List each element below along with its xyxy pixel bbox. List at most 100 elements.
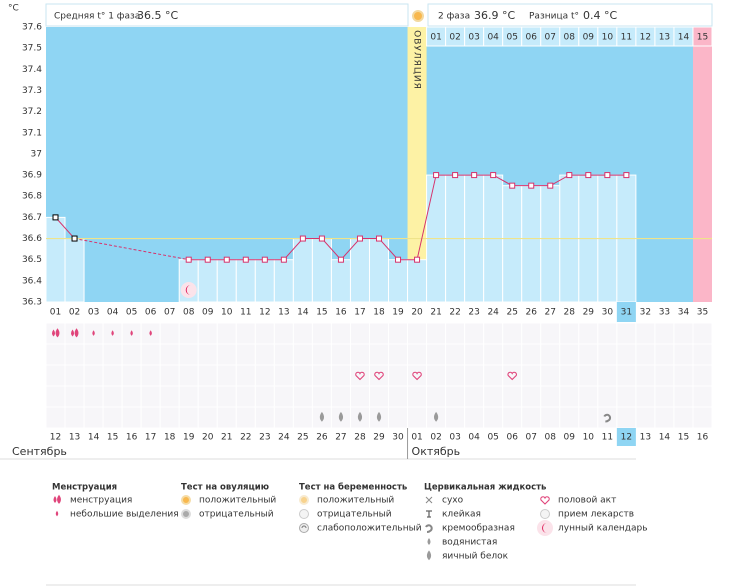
bar xyxy=(330,259,351,303)
day-label: 34 xyxy=(678,308,690,318)
bar xyxy=(273,259,294,303)
symbol-cell xyxy=(292,385,313,408)
symbol-cell xyxy=(597,343,618,366)
symbol-cell xyxy=(292,406,313,429)
day-label: 06 xyxy=(145,308,157,318)
symbol-cell xyxy=(235,406,256,429)
sun xyxy=(299,495,309,505)
drop xyxy=(55,328,60,338)
date-label: 15 xyxy=(107,433,118,443)
date-label: 09 xyxy=(564,433,576,443)
legend-label: менструация xyxy=(70,496,132,506)
date-label: 11 xyxy=(602,433,613,443)
date-label: 04 xyxy=(468,433,480,443)
phase1-box xyxy=(45,3,409,27)
date-label: 29 xyxy=(373,433,385,443)
swirl xyxy=(301,525,307,529)
symbol-cell xyxy=(616,385,637,408)
symbol-cell xyxy=(616,364,637,387)
symbol-cell xyxy=(692,364,713,387)
day-label: 01 xyxy=(50,308,61,318)
bar xyxy=(521,185,542,303)
symbol-cell xyxy=(140,343,161,366)
symbol-cell xyxy=(330,364,351,387)
gap-connector xyxy=(74,238,189,261)
symbol-cell xyxy=(64,385,85,408)
symbol-cell xyxy=(654,364,675,387)
day-label: 14 xyxy=(297,308,309,318)
symbol-cell xyxy=(407,364,428,387)
symbol-cell xyxy=(635,385,656,408)
point xyxy=(528,182,535,189)
day-label: 27 xyxy=(545,308,556,318)
symbol-cell xyxy=(673,385,694,408)
drop xyxy=(338,411,344,422)
day-label: 08 xyxy=(183,308,195,318)
icon-drop-grey xyxy=(433,411,439,422)
phase2-day: 09 xyxy=(583,33,595,43)
symbol-cell xyxy=(426,322,447,345)
legend-title: Тест на беременность xyxy=(299,482,407,493)
day-label: 15 xyxy=(316,308,327,318)
symbol-cell xyxy=(464,343,485,366)
bar xyxy=(45,216,66,303)
day-label: 22 xyxy=(449,308,460,318)
day-label: 10 xyxy=(221,308,233,318)
drop xyxy=(92,330,95,336)
symbol-cell xyxy=(578,322,599,345)
symbol-cell xyxy=(521,406,542,429)
symbol-cell xyxy=(197,406,218,429)
month-label: Октябрь xyxy=(412,445,461,458)
date-label: 13 xyxy=(69,433,80,443)
symbol-cell xyxy=(235,385,256,408)
symbol-cell xyxy=(692,406,713,429)
symbol-cell xyxy=(197,364,218,387)
sun xyxy=(181,495,191,505)
date-label: 16 xyxy=(126,433,138,443)
y-tick-label: 36.5 xyxy=(22,255,42,265)
symbol-cell xyxy=(254,385,275,408)
swirl xyxy=(603,413,612,423)
symbol-cell xyxy=(635,343,656,366)
symbol-cell xyxy=(654,385,675,408)
date-label: 13 xyxy=(640,433,651,443)
drop xyxy=(71,329,75,337)
date-label: 12 xyxy=(50,433,61,443)
day-label: 21 xyxy=(430,308,441,318)
heart xyxy=(412,371,422,381)
ovulation-column xyxy=(407,27,427,302)
date-label: 06 xyxy=(506,433,518,443)
day-label: 07 xyxy=(164,308,175,318)
drop xyxy=(433,411,439,422)
point xyxy=(471,172,478,179)
date-label: 21 xyxy=(221,433,232,443)
symbol-cell xyxy=(292,364,313,387)
symbol-cell xyxy=(578,385,599,408)
y-tick-label: 36.9 xyxy=(22,171,42,181)
phase1-label: Средняя t° 1 фаза xyxy=(54,12,140,22)
symbol-cell xyxy=(388,343,409,366)
legend-label: отрицательный xyxy=(199,510,274,520)
legend-label: яичный белок xyxy=(442,552,509,562)
bar xyxy=(216,259,237,303)
phase2-value: 36.9 °C xyxy=(474,9,515,22)
date-label: 18 xyxy=(164,433,176,443)
date-label: 25 xyxy=(297,433,308,443)
legend-label: половой акт xyxy=(558,496,616,506)
icon-drop xyxy=(130,330,133,336)
symbol-cell xyxy=(64,406,85,429)
symbol-cell xyxy=(216,364,237,387)
symbol-cell xyxy=(254,406,275,429)
symbol-cell xyxy=(388,406,409,429)
phase2-day: 15 xyxy=(697,33,708,43)
symbol-cell xyxy=(597,406,618,429)
date-label: 24 xyxy=(278,433,290,443)
bar xyxy=(254,259,275,303)
phase1-value: 36.5 °C xyxy=(137,9,178,22)
legend-label: отрицательный xyxy=(317,510,392,520)
y-tick-label: 37.1 xyxy=(22,128,42,138)
point xyxy=(604,172,611,179)
symbol-cell xyxy=(197,343,218,366)
point xyxy=(490,172,497,179)
drop xyxy=(57,494,61,504)
